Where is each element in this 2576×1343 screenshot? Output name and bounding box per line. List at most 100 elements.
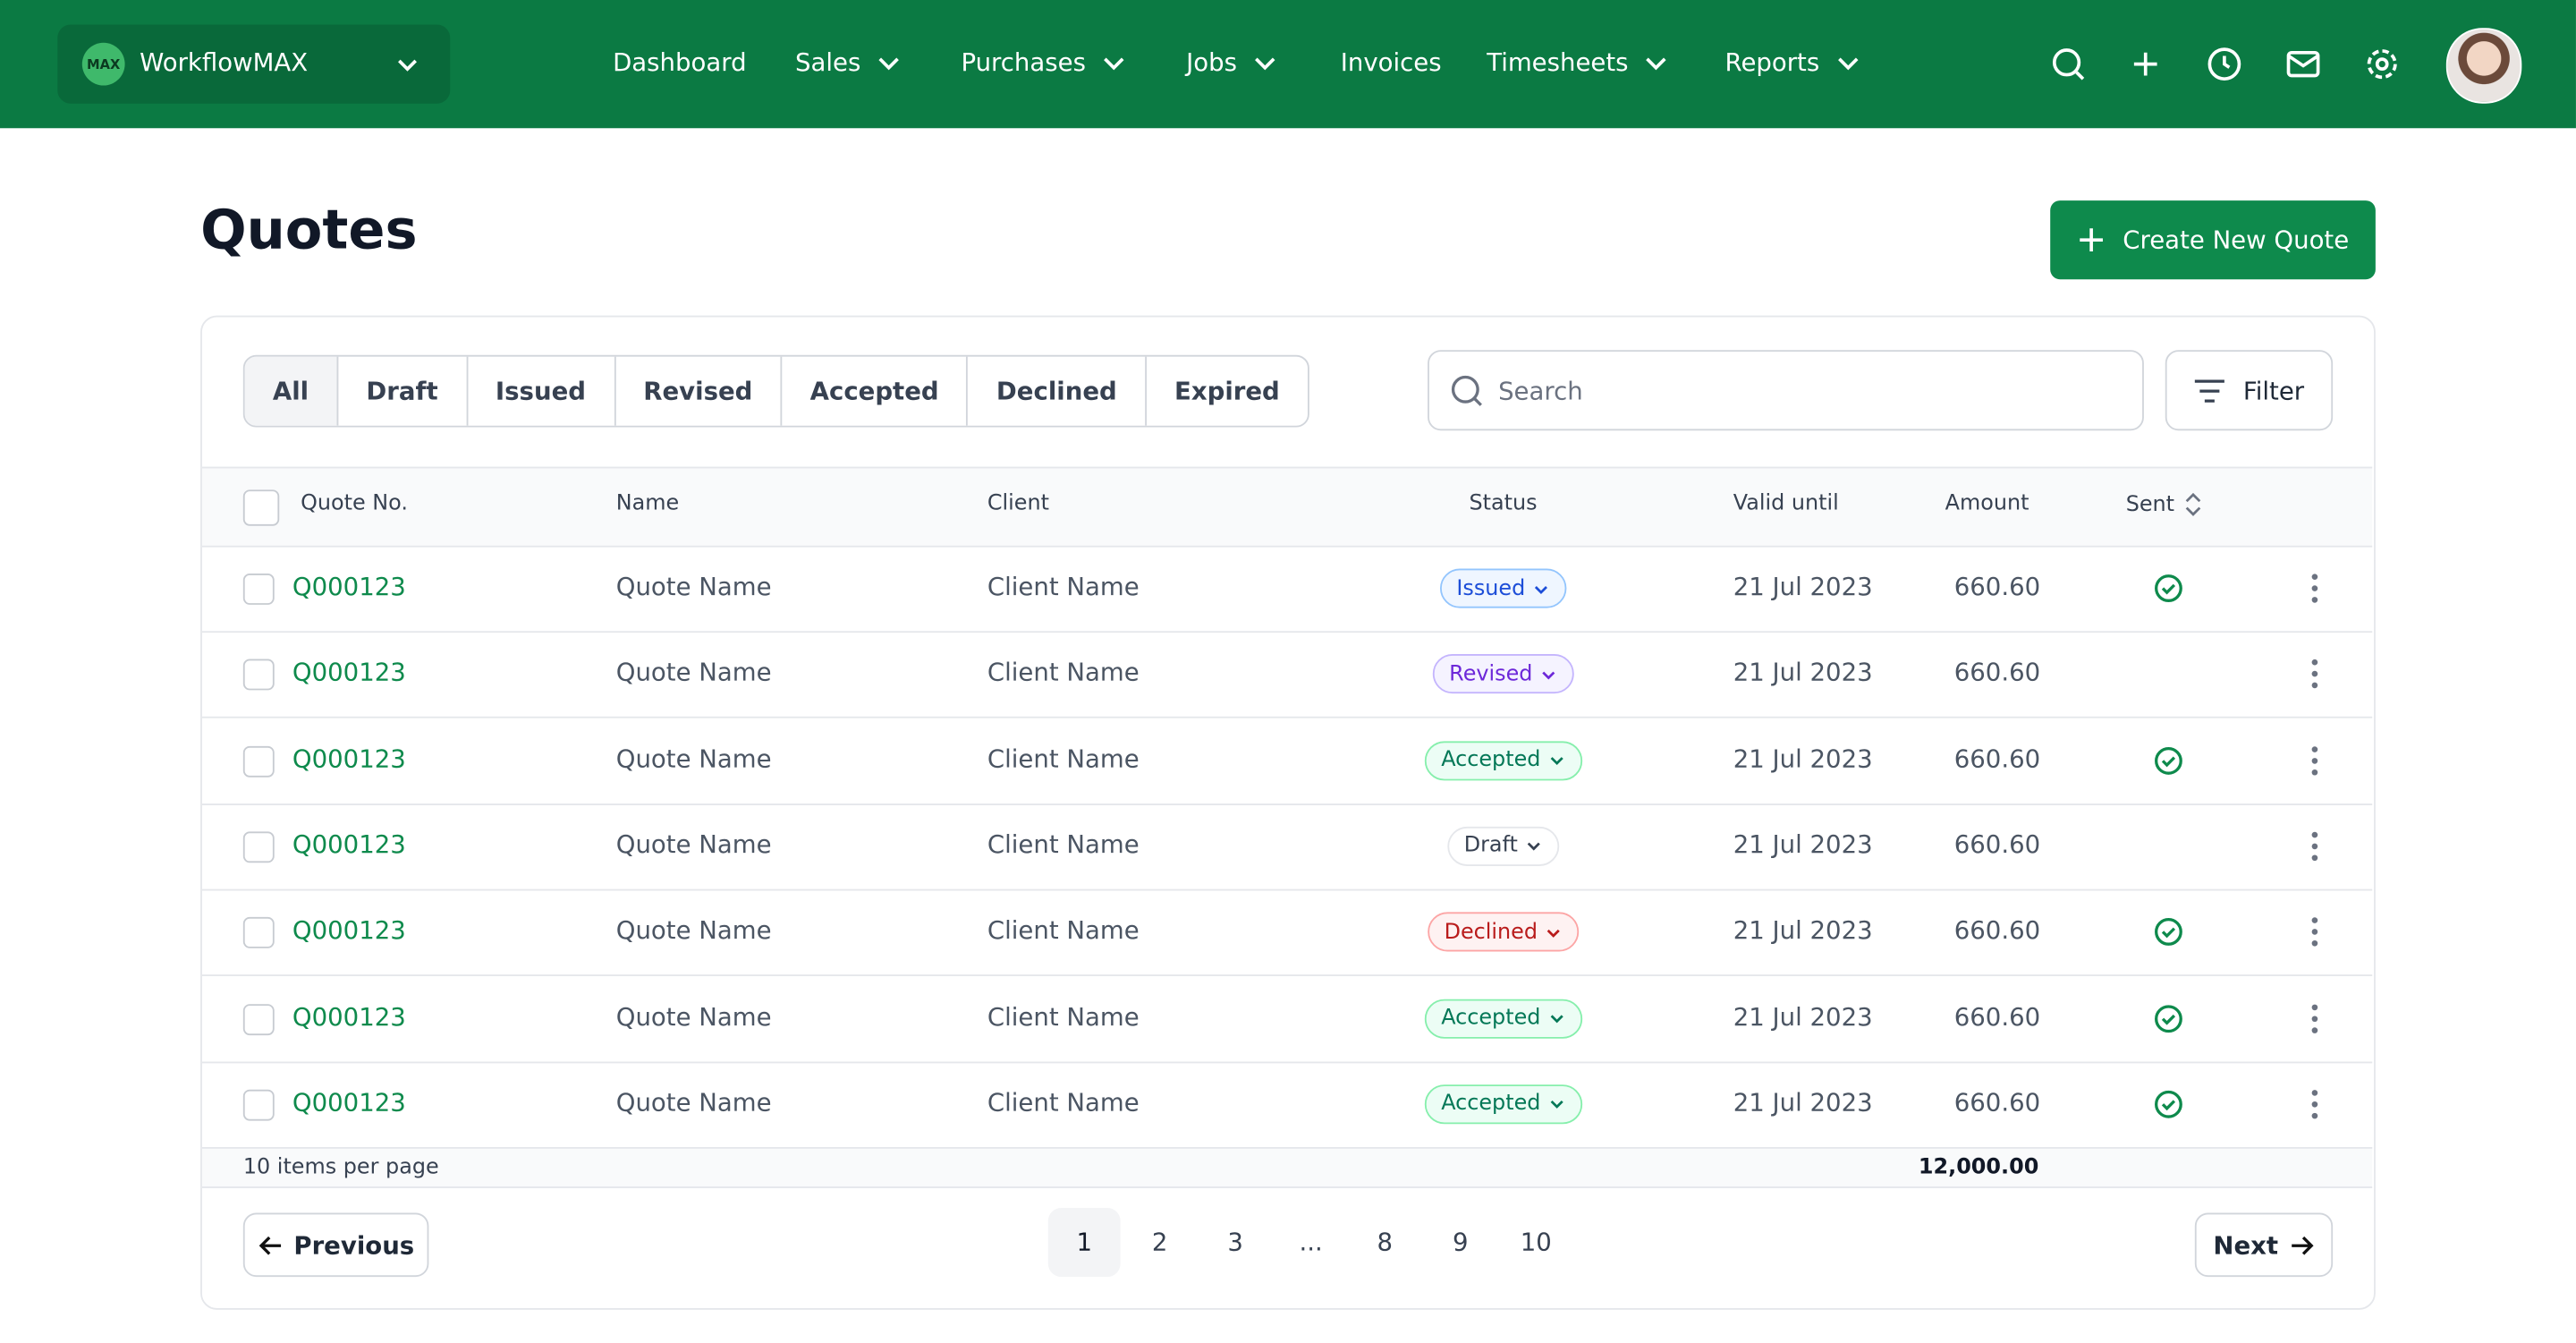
row-menu[interactable] — [2303, 1001, 2326, 1034]
nav-item[interactable]: Invoices — [1341, 46, 1442, 79]
status-label: Issued — [1456, 575, 1526, 601]
chevron — [1254, 57, 1275, 71]
settings-icon[interactable] — [2362, 45, 2402, 84]
quote-link[interactable]: Q000123 — [292, 744, 406, 774]
row-checkbox[interactable] — [242, 574, 275, 605]
page-title: Quotes — [200, 197, 418, 262]
nav-item[interactable]: Jobs — [1186, 46, 1280, 79]
chevron — [1549, 757, 1563, 766]
sent-check — [2155, 574, 2182, 602]
amount: 660.60 — [1953, 829, 2041, 860]
nav-label: Invoices — [1340, 47, 1442, 78]
quote-name: Quote Name — [615, 1001, 772, 1032]
quote-link[interactable]: Q000123 — [292, 915, 406, 946]
status-pill[interactable]: Declined — [1428, 912, 1579, 952]
valid-until: 21 Jul 2023 — [1733, 1001, 1873, 1032]
row-checkbox[interactable] — [242, 659, 275, 691]
table-row — [201, 546, 2373, 633]
status-label: Draft — [1463, 833, 1518, 859]
page-number[interactable]: 2 — [1151, 1228, 1168, 1258]
row-menu[interactable] — [2303, 572, 2326, 605]
clock-icon[interactable] — [2205, 45, 2244, 84]
tab[interactable]: Draft — [338, 356, 468, 426]
filter-button[interactable]: Filter — [2165, 350, 2334, 431]
nav-item[interactable]: Timesheets — [1487, 46, 1671, 79]
sort-icon — [2184, 492, 2200, 516]
per-page: 10 items per page — [242, 1155, 439, 1180]
column-header: Status — [1470, 491, 1538, 516]
row-checkbox[interactable] — [242, 917, 275, 949]
quote-link[interactable]: Q000123 — [292, 1087, 406, 1118]
page-number[interactable]: 9 — [1453, 1228, 1469, 1258]
tab[interactable]: Expired — [1174, 376, 1280, 406]
tab[interactable]: Issued — [468, 356, 616, 426]
search-icon[interactable] — [2048, 45, 2088, 84]
page-number[interactable]: ... — [1299, 1228, 1323, 1258]
nav-item[interactable]: Dashboard — [613, 46, 746, 79]
nav-item[interactable]: Reports — [1725, 46, 1862, 79]
create-button[interactable]: Create New Quote — [2050, 200, 2376, 280]
row-checkbox[interactable] — [242, 1003, 275, 1035]
row-menu[interactable] — [2303, 1088, 2326, 1121]
row-menu[interactable] — [2303, 744, 2326, 777]
column-header[interactable]: Sent — [2126, 491, 2204, 517]
avatar[interactable] — [2445, 28, 2522, 104]
page-number[interactable]: 1 — [1047, 1207, 1121, 1278]
table-row — [201, 975, 2373, 1063]
quote-link[interactable]: Q000123 — [292, 1001, 406, 1032]
quote-name: Quote Name — [615, 1087, 772, 1118]
tab[interactable]: Revised — [615, 356, 783, 426]
previous-button[interactable]: Previous — [242, 1212, 429, 1278]
quote-link[interactable]: Q000123 — [292, 572, 406, 602]
nav-item[interactable]: Sales — [795, 46, 903, 79]
table-row — [201, 803, 2373, 891]
row-checkbox[interactable] — [242, 831, 275, 863]
add-icon[interactable] — [2126, 45, 2165, 84]
previous-label: Previous — [293, 1229, 415, 1260]
quote-link[interactable]: Q000123 — [292, 829, 406, 860]
status-pill[interactable]: Accepted — [1424, 740, 1582, 780]
valid-until: 21 Jul 2023 — [1733, 658, 1873, 688]
tab[interactable]: Accepted — [782, 356, 969, 426]
row-menu[interactable] — [2303, 829, 2326, 863]
search-icon — [1451, 374, 1482, 405]
nav-item[interactable]: Purchases — [961, 46, 1128, 79]
mail-icon[interactable] — [2284, 45, 2323, 84]
valid-until: 21 Jul 2023 — [1733, 744, 1873, 774]
page-number[interactable]: 10 — [1520, 1228, 1552, 1258]
row-menu[interactable] — [2303, 915, 2326, 948]
row-checkbox[interactable] — [242, 1089, 275, 1121]
row-menu[interactable] — [2303, 658, 2326, 691]
status-pill[interactable]: Accepted — [1424, 1084, 1582, 1124]
status-pill[interactable]: Draft — [1447, 826, 1559, 866]
page-number[interactable]: 8 — [1377, 1228, 1394, 1258]
quote-name: Quote Name — [615, 829, 772, 860]
next-button[interactable]: Next — [2194, 1212, 2334, 1278]
client-name: Client Name — [987, 829, 1140, 860]
plus-icon — [2080, 228, 2104, 252]
amount: 660.60 — [1953, 1087, 2041, 1118]
chevron — [1546, 929, 1560, 938]
status-pill[interactable]: Accepted — [1424, 998, 1582, 1038]
status-label: Accepted — [1441, 1006, 1541, 1031]
status-label: Accepted — [1441, 747, 1541, 773]
status-pill[interactable]: Issued — [1439, 568, 1567, 608]
column-label: Valid until — [1733, 491, 1839, 516]
row-checkbox[interactable] — [242, 745, 275, 778]
arrow-left — [258, 1235, 281, 1254]
chevron — [1534, 585, 1547, 594]
search-box[interactable]: Search — [1428, 350, 2144, 431]
tab[interactable]: All — [244, 356, 339, 426]
select-all[interactable] — [242, 489, 280, 526]
column-header: Name — [616, 491, 679, 516]
org-switcher[interactable]: MAX WorkflowMAX — [57, 24, 451, 104]
tab[interactable]: Declined — [969, 356, 1147, 426]
page-number[interactable]: 3 — [1227, 1228, 1243, 1258]
client-name: Client Name — [987, 915, 1140, 946]
column-header: Amount — [1945, 491, 2029, 516]
column-header: Valid until — [1733, 491, 1839, 516]
chevron — [1541, 671, 1555, 680]
quote-link[interactable]: Q000123 — [292, 658, 406, 688]
status-pill[interactable]: Revised — [1432, 654, 1574, 694]
